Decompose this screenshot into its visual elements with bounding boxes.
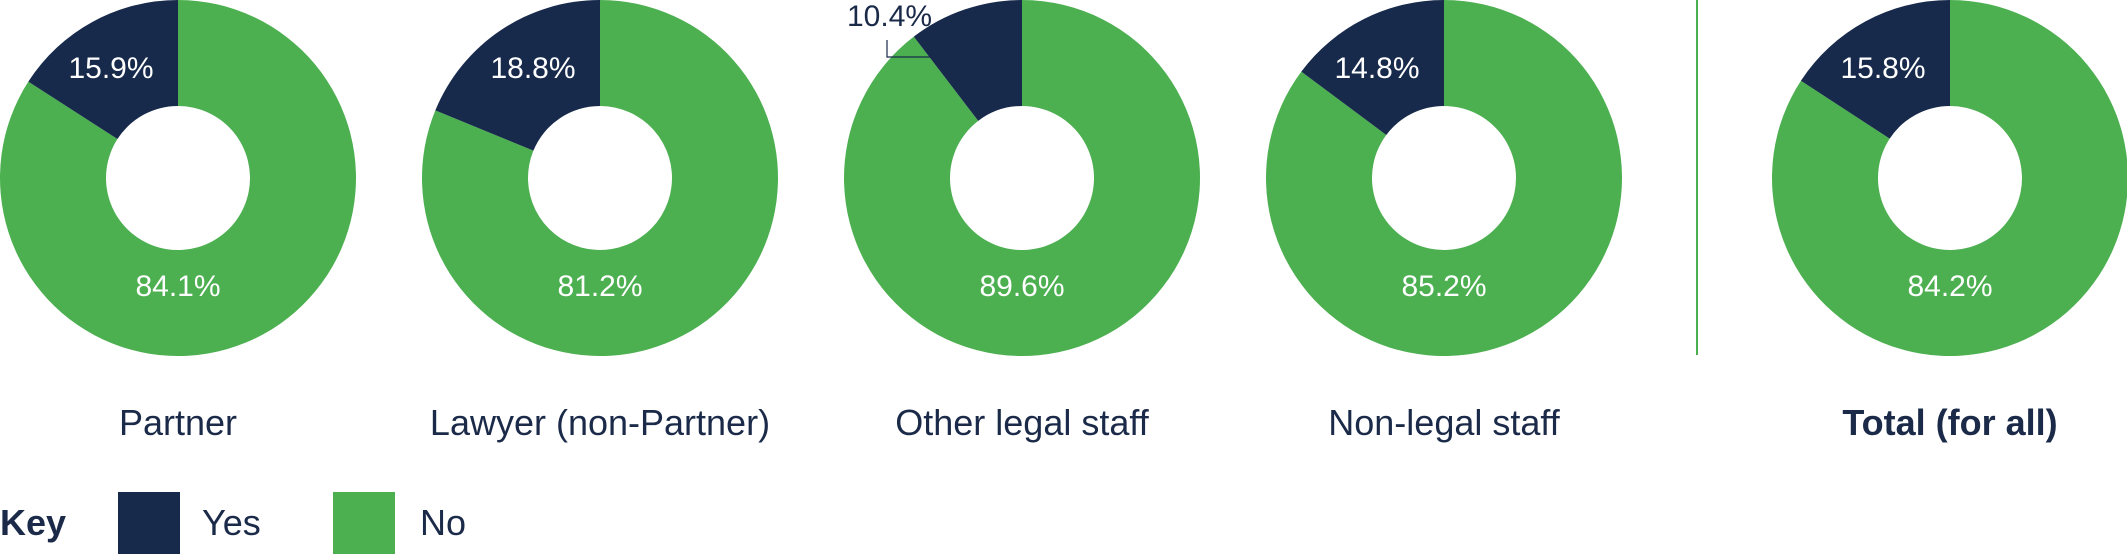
slice-yes <box>28 0 179 140</box>
legend-swatch-yes <box>118 492 180 554</box>
category-label: Non-legal staff <box>1328 402 1560 443</box>
slice-no <box>843 0 1200 356</box>
slice-yes <box>1301 0 1444 135</box>
data-label-yes: 10.4% <box>847 0 932 33</box>
slice-no <box>1266 0 1622 356</box>
category-label: Other legal staff <box>895 402 1149 443</box>
legend-swatch-no <box>333 492 395 554</box>
data-label-yes: 15.8% <box>1840 52 1925 85</box>
data-label-yes: 15.9% <box>68 52 153 85</box>
data-label-yes: 18.8% <box>490 52 575 85</box>
legend-label-yes: Yes <box>202 502 261 543</box>
slice-no <box>421 0 779 356</box>
slice-no <box>1772 0 2127 356</box>
slice-yes <box>1800 0 1950 139</box>
donut-charts: 84.1% 15.9% Partner 81.2% 18.8% Lawyer (non-P… <box>0 0 2127 443</box>
category-label: Partner <box>119 402 237 443</box>
legend-title: Key <box>0 502 67 543</box>
slice-yes <box>913 0 1022 121</box>
legend: Key Yes No <box>0 492 700 556</box>
data-label-no: 84.1% <box>135 270 220 303</box>
leader-line <box>886 40 980 58</box>
legend-label-no: No <box>420 502 467 543</box>
category-label: Total (for all) <box>1842 402 2057 443</box>
slice-no <box>0 0 356 356</box>
data-label-no: 84.2% <box>1907 270 1992 303</box>
slice-yes <box>435 0 600 151</box>
category-label: Lawyer (non-Partner) <box>430 402 770 443</box>
total-divider <box>1696 0 1698 355</box>
data-label-no: 81.2% <box>557 270 642 303</box>
data-label-yes: 14.8% <box>1334 52 1419 85</box>
data-label-no: 89.6% <box>979 270 1064 303</box>
data-label-no: 85.2% <box>1401 270 1486 303</box>
